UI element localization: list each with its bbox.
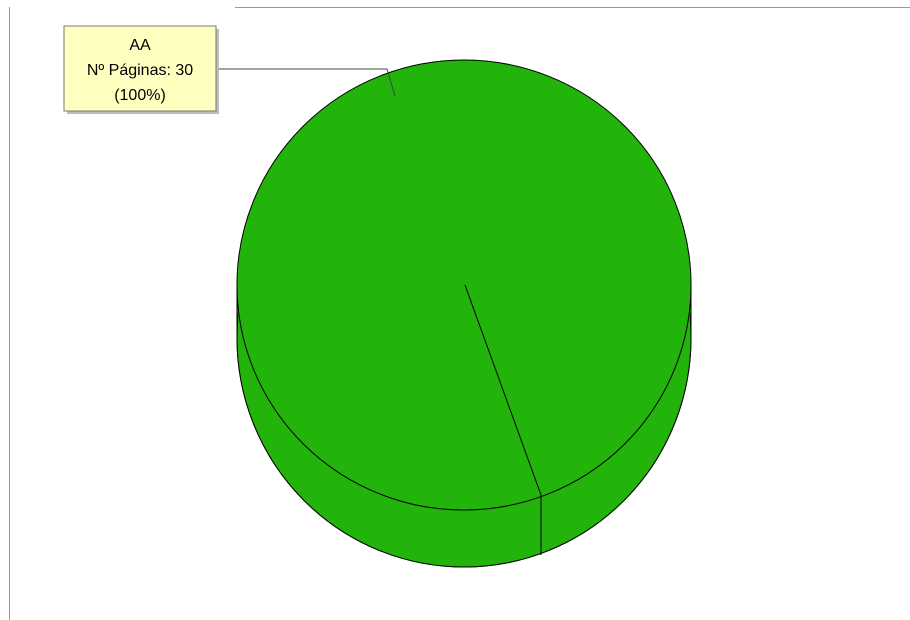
slice-data-label: AA Nº Páginas: 30 (100%) (63, 25, 219, 114)
label-leader-line (217, 68, 396, 97)
pie-top-face (236, 59, 692, 511)
data-label-percent: (100%) (114, 87, 166, 104)
pie-slice-aa[interactable] (236, 59, 692, 568)
data-label-box (63, 25, 217, 112)
slice-boundary-radius (464, 284, 542, 496)
data-label-value: Nº Páginas: 30 (87, 62, 193, 79)
data-label-category: AA (129, 37, 151, 54)
